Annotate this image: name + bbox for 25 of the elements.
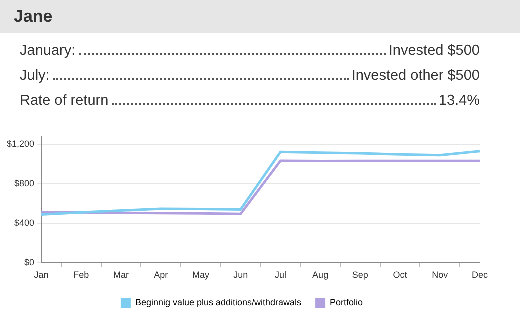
- text: 13.4%: [438, 93, 480, 109]
- y-tick-label: $800: [14, 178, 35, 188]
- text: Invested other $500: [352, 68, 480, 84]
- x-tick-label: Aug: [312, 270, 329, 280]
- y-tick-label: $400: [14, 218, 35, 228]
- x-tick-label: Dec: [472, 270, 488, 280]
- x-tick-label: Apr: [154, 270, 168, 280]
- x-tick-label: Sep: [352, 270, 368, 280]
- x-tick-label: Nov: [432, 270, 449, 280]
- text: January:: [20, 43, 76, 59]
- y-tick-label: $0: [24, 258, 35, 268]
- legend-label: Beginnig value plus additions/withdrawals: [135, 297, 302, 308]
- x-tick-label: Mar: [114, 270, 129, 280]
- chart-title: Jane: [0, 0, 520, 33]
- x-tick-label: Oct: [393, 270, 408, 280]
- text: July:: [20, 68, 50, 84]
- x-tick-label: May: [192, 270, 210, 280]
- text: Rate of return: [20, 93, 109, 109]
- x-tick-label: Jun: [234, 270, 248, 280]
- x-tick-label: Jan: [34, 270, 49, 280]
- x-tick-label: Jul: [274, 270, 286, 280]
- y-tick-label: $1,200: [6, 138, 35, 149]
- text: Invested $500: [388, 43, 480, 59]
- legend-label: Portfolio: [330, 297, 364, 308]
- x-tick-label: Feb: [74, 270, 90, 280]
